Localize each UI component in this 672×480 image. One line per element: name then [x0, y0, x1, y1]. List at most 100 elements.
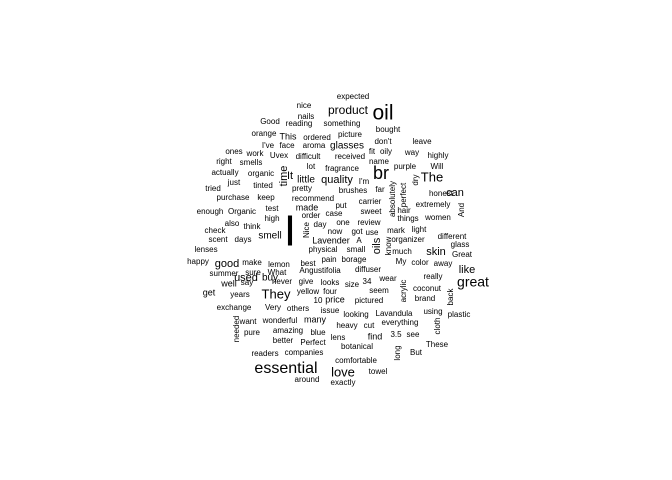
cloud-word: highly	[428, 151, 449, 160]
cloud-word: make	[242, 258, 262, 267]
cloud-word: smell	[258, 231, 281, 242]
cloud-word: brushes	[339, 186, 367, 195]
cloud-word: My	[396, 257, 407, 266]
cloud-word: perfect	[399, 182, 408, 207]
cloud-word: botanical	[341, 342, 373, 351]
cloud-word: leave	[412, 137, 432, 146]
cloud-word: lemon	[268, 260, 290, 269]
cloud-word: just	[227, 178, 241, 187]
cloud-word: color	[411, 258, 429, 267]
cloud-word: br	[373, 163, 389, 183]
cloud-word: different	[438, 232, 468, 241]
cloud-word: tinted	[253, 181, 273, 190]
cloud-word: better	[273, 336, 294, 345]
cloud-word: see	[407, 330, 420, 339]
cloud-word: name	[369, 157, 390, 166]
cloud-word: I	[284, 207, 296, 256]
cloud-word: purple	[394, 162, 417, 171]
cloud-word: seem	[369, 286, 389, 295]
cloud-word: honest	[429, 189, 454, 198]
cloud-word: They	[262, 286, 291, 301]
cloud-word: order	[302, 211, 321, 220]
cloud-word: received	[335, 152, 365, 161]
cloud-word: check	[205, 226, 227, 235]
cloud-word: looks	[321, 278, 340, 287]
cloud-word: extremely	[416, 200, 451, 209]
cloud-word: great	[457, 274, 489, 290]
cloud-word: want	[239, 317, 258, 326]
cloud-word: This	[279, 131, 297, 141]
cloud-word: little	[297, 175, 315, 186]
cloud-word: used	[234, 272, 258, 284]
cloud-word: pictured	[355, 296, 383, 305]
cloud-word: got	[351, 227, 363, 236]
cloud-word: A	[356, 236, 362, 245]
cloud-word: test	[266, 204, 280, 213]
cloud-word: Perfect	[300, 338, 326, 347]
cloud-word: mark	[387, 226, 406, 235]
cloud-word: 3.5	[390, 330, 402, 339]
cloud-word: best	[300, 259, 316, 268]
cloud-word: skin	[426, 246, 446, 258]
cloud-word: know	[384, 236, 393, 255]
cloud-word: comfortable	[335, 356, 377, 365]
cloud-word: orange	[252, 129, 277, 138]
cloud-word: day	[314, 220, 327, 229]
cloud-word: oil	[372, 102, 393, 125]
cloud-word: case	[326, 209, 343, 218]
cloud-word: years	[230, 290, 250, 299]
cloud-word: Lavender	[312, 235, 350, 245]
cloud-word: tried	[205, 184, 221, 193]
cloud-word: Uvex	[270, 151, 288, 160]
cloud-word: days	[235, 235, 252, 244]
cloud-word: I'm	[359, 177, 370, 186]
cloud-word: lot	[307, 162, 316, 171]
cloud-word: much	[392, 247, 412, 256]
cloud-word: scent	[208, 235, 228, 244]
cloud-word: towel	[369, 367, 388, 376]
cloud-word: Great	[452, 250, 473, 259]
cloud-word: fragrance	[325, 164, 359, 173]
cloud-word: bought	[376, 125, 401, 134]
cloud-word: happy	[187, 257, 209, 266]
cloud-word: It	[287, 170, 293, 182]
cloud-word: oils	[371, 237, 383, 254]
cloud-word: aroma	[303, 141, 326, 150]
cloud-word: Will	[431, 162, 444, 171]
cloud-word: well	[220, 278, 237, 288]
cloud-word: Nice	[302, 221, 311, 238]
cloud-word: enough	[197, 207, 224, 216]
cloud-word: difficult	[296, 152, 322, 161]
cloud-word: looking	[343, 310, 368, 319]
cloud-word: size	[345, 280, 360, 289]
cloud-word: Good	[260, 117, 280, 126]
cloud-word: like	[459, 264, 476, 276]
cloud-word: small	[347, 245, 366, 254]
cloud-word: price	[325, 294, 345, 304]
cloud-word: plastic	[448, 310, 471, 319]
cloud-word: brand	[415, 294, 435, 303]
cloud-word: wonderful	[262, 316, 298, 325]
cloud-word: carrier	[359, 197, 382, 206]
cloud-word: cloth	[433, 318, 442, 335]
cloud-word: expected	[337, 92, 369, 101]
cloud-word: glass	[451, 240, 470, 249]
cloud-word: time	[278, 166, 290, 187]
cloud-word: acrylic	[399, 280, 408, 303]
cloud-word: everything	[382, 318, 419, 327]
cloud-word: light	[412, 225, 427, 234]
cloud-word: purchase	[217, 193, 250, 202]
cloud-word: blue	[310, 328, 326, 337]
cloud-word: exchange	[217, 303, 252, 312]
cloud-word: wear	[378, 274, 397, 283]
cloud-word: 34	[363, 277, 372, 286]
cloud-word: really	[423, 272, 442, 281]
cloud-word: heavy	[336, 321, 357, 330]
cloud-word: put	[335, 201, 347, 210]
cloud-word: don't	[374, 137, 392, 146]
cloud-word: reading	[286, 119, 313, 128]
cloud-word: actually	[211, 168, 238, 177]
cloud-word: readers	[251, 349, 278, 358]
cloud-word: smells	[240, 158, 263, 167]
